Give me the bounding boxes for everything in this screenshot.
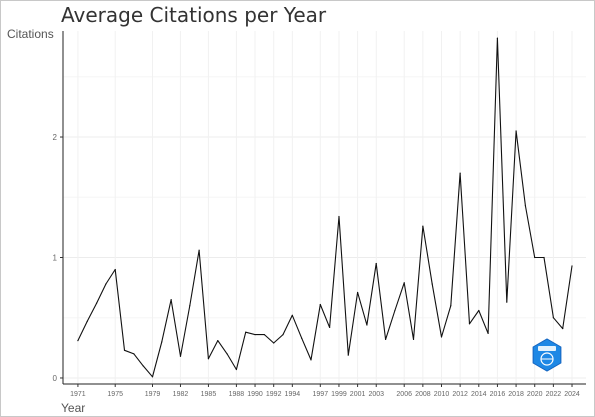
data-point: [450, 305, 452, 307]
data-point: [338, 215, 340, 218]
data-point: [161, 341, 163, 343]
x-tick-label: 1994: [285, 391, 301, 398]
x-tick-label: 2003: [368, 391, 384, 398]
data-point: [77, 340, 79, 342]
y-tick-label: 0: [53, 374, 58, 383]
x-tick-label: 2010: [434, 391, 450, 398]
data-point: [440, 336, 443, 338]
x-tick-label: 2022: [546, 391, 562, 398]
data-point: [375, 262, 377, 265]
series-line: [77, 37, 573, 378]
data-point: [291, 314, 293, 316]
data-point: [95, 302, 98, 304]
data-point: [226, 353, 228, 355]
x-tick-label: 1999: [331, 391, 347, 398]
bibliometrix-logo-icon: [532, 338, 562, 372]
data-point: [254, 334, 256, 336]
x-tick-label: 2018: [508, 391, 524, 398]
data-point: [571, 265, 573, 267]
data-point: [189, 305, 191, 307]
data-point: [412, 338, 415, 341]
data-point: [263, 334, 265, 336]
x-tick-label: 1988: [229, 391, 245, 398]
x-axis-label: Year: [61, 401, 86, 415]
data-point: [319, 303, 321, 306]
data-point: [562, 327, 564, 330]
data-point: [198, 249, 200, 251]
data-point: [207, 358, 210, 360]
y-tick-label: 2: [53, 133, 58, 142]
data-point: [506, 301, 508, 303]
x-tick-label: 1985: [201, 391, 217, 398]
data-point: [105, 283, 107, 285]
y-axis-label: Citations: [7, 27, 54, 41]
data-point: [515, 130, 517, 132]
data-point: [366, 324, 368, 326]
x-tick-label: 1992: [266, 391, 282, 398]
data-point: [245, 331, 247, 333]
x-tick-label: 2012: [452, 391, 468, 398]
data-point: [301, 337, 303, 339]
data-point: [524, 205, 527, 207]
x-tick-label: 2008: [415, 391, 431, 398]
data-point: [534, 256, 536, 259]
x-tick-label: 1979: [145, 391, 161, 398]
data-point: [422, 225, 424, 227]
data-point: [123, 349, 126, 351]
data-point: [403, 282, 405, 284]
data-point: [347, 354, 349, 356]
x-tick-label: 2016: [490, 391, 506, 398]
x-tick-label: 1997: [313, 391, 329, 398]
data-point: [142, 365, 144, 367]
x-tick-label: 2024: [564, 391, 580, 398]
data-point: [543, 256, 545, 259]
data-point: [133, 353, 135, 355]
x-tick-label: 2020: [527, 391, 543, 398]
data-point: [310, 359, 312, 361]
data-point: [487, 332, 489, 334]
x-tick-label: 2006: [396, 391, 412, 398]
data-point: [431, 283, 433, 285]
x-tick-label: 1982: [173, 391, 189, 398]
y-tick-label: 1: [53, 253, 58, 262]
data-point: [394, 309, 396, 312]
data-point: [329, 326, 331, 328]
data-point: [384, 338, 387, 341]
x-tick-label: 1971: [70, 391, 86, 398]
data-point: [151, 376, 154, 378]
data-point: [496, 37, 499, 39]
x-tick-label: 1990: [247, 391, 263, 398]
data-point: [170, 299, 172, 301]
data-point: [468, 323, 471, 325]
x-tick-label: 2014: [471, 391, 487, 398]
x-tick-label: 1975: [107, 391, 123, 398]
data-point: [282, 334, 284, 336]
data-point: [217, 340, 219, 342]
data-point: [179, 355, 182, 357]
data-point: [114, 268, 116, 271]
data-point: [478, 309, 480, 312]
x-tick-label: 2001: [350, 391, 366, 398]
data-point: [552, 317, 554, 319]
data-point: [235, 368, 238, 371]
logo-banner-icon: [538, 346, 556, 351]
data-point: [459, 172, 461, 174]
data-point: [86, 320, 88, 322]
data-point: [356, 291, 359, 294]
chart-title: Average Citations per Year: [61, 3, 327, 27]
data-point: [273, 342, 275, 344]
